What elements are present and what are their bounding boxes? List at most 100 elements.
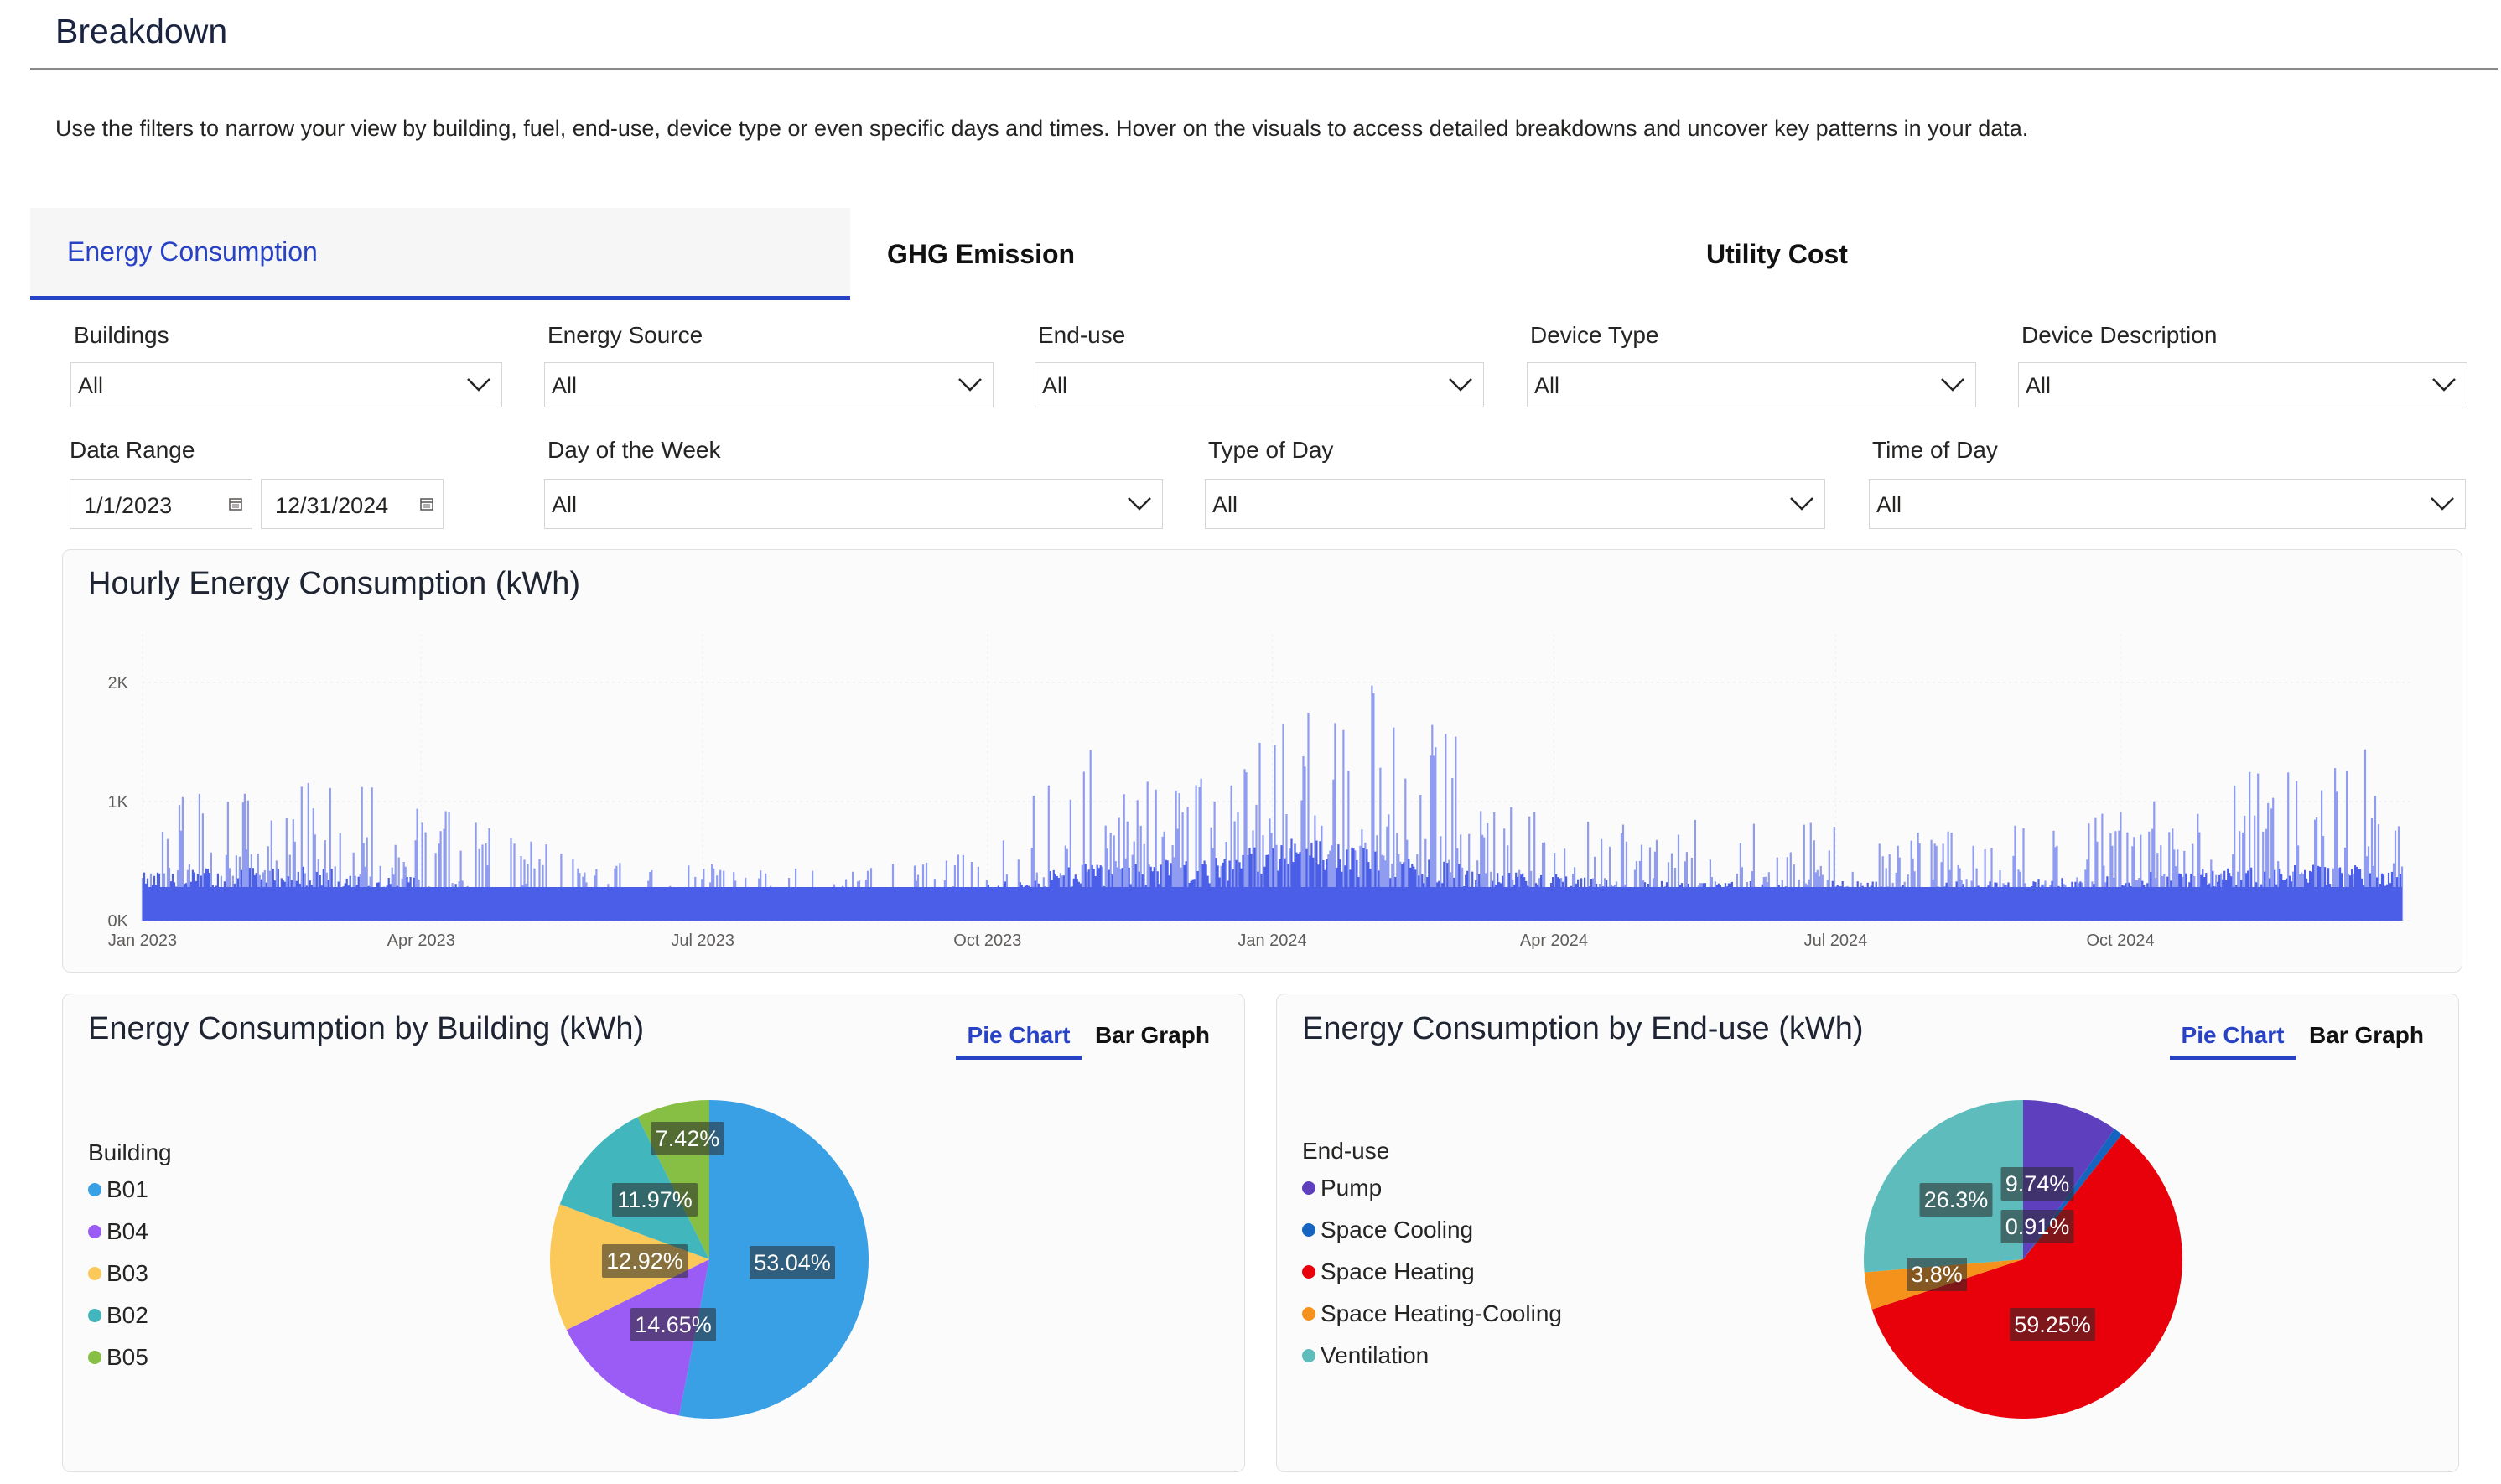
legend-dot [88,1183,101,1196]
y-tick-label: 1K [108,793,129,812]
slice-label-bg [1919,1183,1993,1217]
chevron-down-icon [958,378,982,392]
slice-label-bg [2000,1210,2074,1243]
slice-value-label: 0.91% [2005,1214,2070,1239]
enduse-pie-chart-toggle[interactable]: Pie Chart [2170,1022,2296,1060]
enduse-bar-graph-toggle[interactable]: Bar Graph [2309,1022,2424,1048]
calendar-icon[interactable] [228,496,243,511]
day-of-week-value: All [552,492,578,517]
y-tick-label: 2K [108,674,129,693]
energy-source-dropdown[interactable]: All [544,362,994,407]
slice-label-bg [612,1183,698,1217]
day-of-week-label: Day of the Week [547,437,721,463]
pie-data-label: 9.74% [2000,1167,2074,1201]
pie-data-label: 12.92% [602,1244,688,1278]
legend-label: B05 [106,1344,148,1370]
building-bar-graph-toggle[interactable]: Bar Graph [1095,1022,1210,1048]
chevron-down-icon [1449,378,1472,392]
legend-dot [1302,1265,1315,1279]
slice-value-label: 7.42% [656,1126,720,1151]
slice-value-label: 3.8% [1911,1262,1963,1287]
type-of-day-dropdown[interactable]: All [1205,479,1825,529]
legend-item-space-cooling[interactable]: Space Cooling [1302,1217,1473,1243]
slice-label-bg [1907,1258,1967,1291]
building-chart-title: Energy Consumption by Building (kWh) [88,1011,645,1046]
device-description-dropdown[interactable]: All [2018,362,2467,407]
chevron-down-icon [2432,378,2456,392]
pie-data-label: 7.42% [651,1122,724,1155]
legend-item-b01[interactable]: B01 [88,1176,148,1203]
slice-value-label: 9.74% [2005,1171,2070,1196]
chevron-down-icon [2431,497,2454,511]
legend-item-space-heating-cooling[interactable]: Space Heating-Cooling [1302,1300,1562,1327]
slice-value-label: 14.65% [635,1312,712,1337]
device-type-dropdown[interactable]: All [1527,362,1976,407]
legend-item-space-heating[interactable]: Space Heating [1302,1258,1475,1285]
hourly-chart-card: Hourly Energy Consumption (kWh) 0K 1K 2K J… [62,549,2462,973]
legend-dot [1302,1181,1315,1195]
slice-value-label: 59.25% [2014,1312,2091,1337]
end-use-label: End-use [1038,322,1126,348]
type-of-day-value: All [1212,492,1238,517]
time-of-day-value: All [1876,492,1902,517]
hourly-chart-title: Hourly Energy Consumption (kWh) [88,566,581,601]
legend-item-b04[interactable]: B04 [88,1218,148,1245]
legend-label: B01 [106,1176,148,1202]
device-description-label: Device Description [2021,322,2218,348]
x-tick-label: Jul 2024 [1804,931,1868,950]
legend-dot [1302,1349,1315,1362]
day-of-week-dropdown[interactable]: All [544,479,1163,529]
tab-ghg-emission[interactable]: GHG Emission [887,238,1076,269]
slice-label-bg [602,1244,688,1278]
pie-slice-space-heating[interactable] [1871,1134,2182,1419]
x-tick-label: Jan 2023 [108,931,177,950]
pie-data-label: 26.3% [1919,1183,1993,1217]
legend-item-b05[interactable]: B05 [88,1344,148,1371]
chevron-down-icon [1790,497,1813,511]
slice-label-bg [651,1122,724,1155]
hourly-bars-floor [143,887,2402,921]
legend-dot [1302,1307,1315,1321]
x-tick-label: Apr 2023 [387,931,455,950]
legend-label: Ventilation [1321,1342,1430,1368]
legend-label: Space Heating [1321,1258,1475,1284]
tab-utility-cost[interactable]: Utility Cost [1706,238,1848,269]
end-date-value: 12/31/2024 [275,493,389,518]
building-pie-chart-toggle[interactable]: Pie Chart [956,1022,1082,1060]
tab-energy-consumption[interactable]: Energy Consumption [30,208,850,300]
legend-label: Space Heating-Cooling [1321,1300,1562,1326]
time-of-day-dropdown[interactable]: All [1869,479,2466,529]
legend-label: B04 [106,1218,148,1244]
buildings-dropdown[interactable]: All [70,362,502,407]
buildings-label: Buildings [74,322,169,348]
slice-label-bg [630,1308,716,1341]
pie-data-label: 3.8% [1907,1258,1967,1291]
building-pie-chart[interactable]: 53.04% 14.65% 12.92% 11.97% 7.42% [63,994,1244,1471]
calendar-icon[interactable] [419,496,434,511]
x-tick-label: Oct 2024 [2086,931,2154,950]
end-use-value: All [1042,373,1068,398]
end-use-dropdown[interactable]: All [1035,362,1484,407]
intro-text: Use the filters to narrow your view by b… [55,116,2029,141]
slice-label-bg [750,1246,835,1279]
legend-dot [88,1225,101,1238]
slice-value-label: 11.97% [617,1187,693,1212]
legend-item-pump[interactable]: Pump [1302,1175,1382,1201]
legend-item-ventilation[interactable]: Ventilation [1302,1342,1429,1369]
time-of-day-label: Time of Day [1872,437,1998,463]
start-date-input[interactable]: 1/1/2023 [70,479,252,529]
enduse-pie-chart[interactable]: 9.74% 0.91% 59.25% 3.8% 26.3% [1277,994,2458,1471]
pie-data-label: 53.04% [750,1246,835,1279]
legend-item-b03[interactable]: B03 [88,1260,148,1287]
end-date-input[interactable]: 12/31/2024 [261,479,444,529]
legend-dot [1302,1223,1315,1237]
hourly-chart[interactable]: 0K 1K 2K Jan 2023 Apr 2023 Jul 2023 Oct 2023 J… [63,550,2462,972]
pie-data-label: 59.25% [2010,1308,2095,1341]
enduse-chart-card: Energy Consumption by End-use (kWh) Pie … [1276,994,2459,1472]
legend-label: Space Cooling [1321,1217,1474,1243]
pie-data-label: 14.65% [630,1308,716,1341]
legend-item-b02[interactable]: B02 [88,1302,148,1329]
legend-dot [88,1267,101,1280]
buildings-value: All [78,373,104,398]
y-tick-label: 0K [108,912,129,931]
